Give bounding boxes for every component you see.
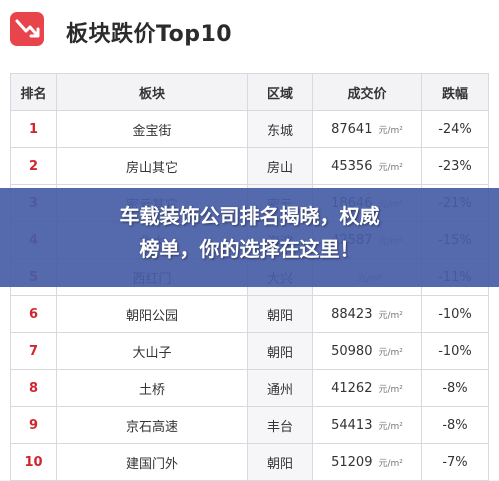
cell-price: 87641 元/m² [312, 110, 422, 148]
cell-rank: 9 [10, 406, 57, 444]
cell-block: 建国门外 [56, 443, 248, 481]
cell-rank: 1 [10, 110, 57, 148]
price-value: 87641 [331, 121, 373, 137]
header: 板块跌价Top10 [0, 0, 499, 68]
table-row: 7 大山子 朝阳 50980 元/m² -10% [10, 332, 489, 370]
column-header-rank: 排名 [10, 73, 57, 111]
price-value: 51209 [331, 454, 373, 470]
cell-price: 50980 元/m² [312, 332, 422, 370]
cell-rank: 2 [10, 147, 57, 185]
table-row: 10 建国门外 朝阳 51209 元/m² -7% [10, 443, 489, 481]
cell-block: 京石高速 [56, 406, 248, 444]
column-header-district: 区域 [247, 73, 313, 111]
cell-drop: -24% [421, 110, 489, 148]
price-value: 41262 [331, 380, 373, 396]
price-unit: 元/m² [378, 458, 403, 469]
overlay-banner [0, 188, 499, 287]
page-title: 板块跌价Top10 [66, 22, 233, 47]
price-unit: 元/m² [378, 384, 403, 395]
cell-drop: -8% [421, 406, 489, 444]
cell-price: 54413 元/m² [312, 406, 422, 444]
table-row: 8 土桥 通州 41262 元/m² -8% [10, 369, 489, 407]
banner-line-2: 榜单，你的选择在这里！ [139, 237, 360, 261]
banner-line-1: 车载装饰公司排名揭晓，权威 [119, 204, 380, 228]
cell-rank: 6 [10, 295, 57, 333]
cell-district: 朝阳 [247, 332, 313, 370]
price-value: 88423 [331, 306, 373, 322]
cell-district: 朝阳 [247, 295, 313, 333]
cell-district: 朝阳 [247, 443, 313, 481]
table-row: 2 房山其它 房山 45356 元/m² -23% [10, 147, 489, 185]
table-row: 6 朝阳公园 朝阳 88423 元/m² -10% [10, 295, 489, 333]
price-unit: 元/m² [378, 310, 403, 321]
banner-headline: 车载装饰公司排名揭晓，权威 榜单，你的选择在这里！ [0, 200, 499, 266]
cell-district: 丰台 [247, 406, 313, 444]
cell-rank: 10 [10, 443, 57, 481]
cell-block: 金宝街 [56, 110, 248, 148]
cell-rank: 8 [10, 369, 57, 407]
table-row: 9 京石高速 丰台 54413 元/m² -8% [10, 406, 489, 444]
cell-price: 41262 元/m² [312, 369, 422, 407]
cell-district: 房山 [247, 147, 313, 185]
price-unit: 元/m² [378, 421, 403, 432]
cell-drop: -10% [421, 332, 489, 370]
cell-block: 土桥 [56, 369, 248, 407]
cell-district: 通州 [247, 369, 313, 407]
cell-price: 88423 元/m² [312, 295, 422, 333]
column-header-price: 成交价 [312, 73, 422, 111]
cell-block: 朝阳公园 [56, 295, 248, 333]
column-header-drop: 跌幅 [421, 73, 489, 111]
price-unit: 元/m² [378, 162, 403, 173]
table-row: 1 金宝街 东城 87641 元/m² -24% [10, 110, 489, 148]
price-unit: 元/m² [378, 347, 403, 358]
cell-price: 45356 元/m² [312, 147, 422, 185]
trend-down-icon [10, 12, 44, 46]
cell-district: 东城 [247, 110, 313, 148]
price-value: 45356 [331, 158, 373, 174]
cell-price: 51209 元/m² [312, 443, 422, 481]
price-value: 50980 [331, 343, 373, 359]
price-unit: 元/m² [378, 125, 403, 136]
cell-drop: -8% [421, 369, 489, 407]
cell-block: 房山其它 [56, 147, 248, 185]
cell-drop: -23% [421, 147, 489, 185]
cell-rank: 7 [10, 332, 57, 370]
cell-block: 大山子 [56, 332, 248, 370]
price-value: 54413 [331, 417, 373, 433]
cell-drop: -7% [421, 443, 489, 481]
column-header-block: 板块 [56, 73, 248, 111]
table-header-row: 排名 板块 区域 成交价 跌幅 [10, 73, 489, 111]
cell-drop: -10% [421, 295, 489, 333]
